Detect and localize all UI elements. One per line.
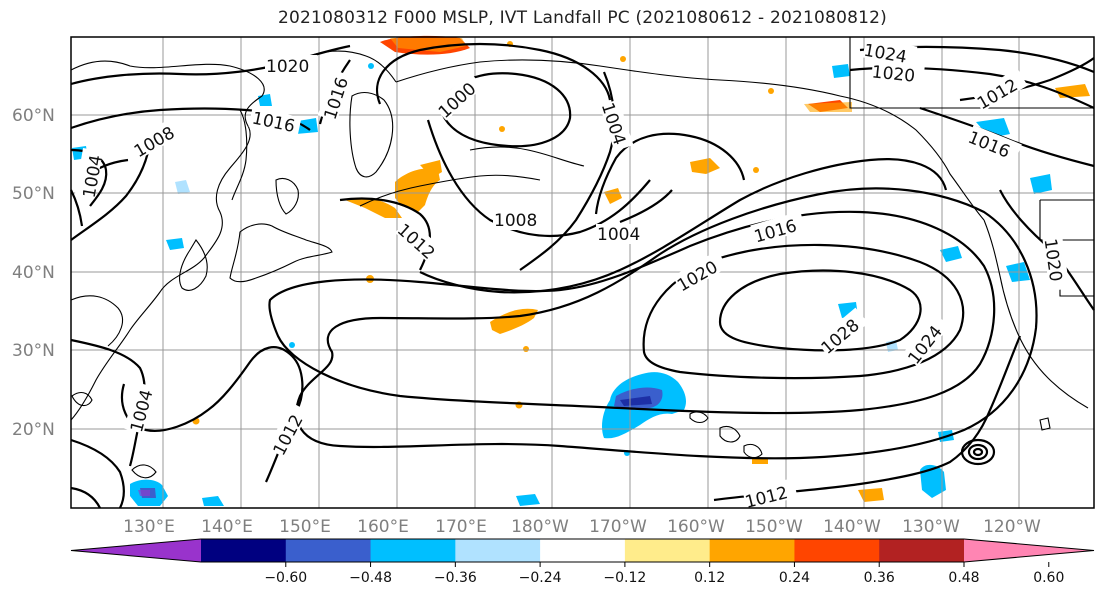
- colorbar-segment: [879, 539, 965, 562]
- longitude-labels: 130°E 140°E 150°E 160°E 170°E 180°W 170°…: [123, 517, 1041, 537]
- lat-label: 40°N: [12, 263, 55, 283]
- lon-label: 120°W: [983, 517, 1041, 537]
- colorbar-segment: [540, 539, 626, 562]
- lon-label: 140°E: [201, 517, 253, 537]
- lon-label: 130°W: [902, 517, 960, 537]
- ivt-shading: [72, 35, 1090, 506]
- contour-label: 1008: [494, 211, 537, 231]
- lon-label: 170°E: [435, 517, 487, 537]
- colorbar-outline: [70, 538, 1095, 563]
- colorbar-segment: [709, 539, 795, 562]
- colorbar-extension-high: [964, 539, 1094, 562]
- colorbar-segment: [624, 539, 711, 562]
- colorbar-segment: [455, 539, 541, 562]
- colorbar-tick-label: 0.24: [779, 570, 810, 586]
- lon-label: 140°W: [823, 517, 881, 537]
- colorbar-segment: [285, 539, 372, 562]
- colorbar-tick-label: −0.24: [519, 570, 562, 586]
- coastlines: [70, 37, 1094, 479]
- colorbar-tick-label: −0.36: [434, 570, 477, 586]
- lon-label: 150°E: [279, 517, 331, 537]
- lon-label: 150°W: [745, 517, 803, 537]
- contour-label: 1020: [266, 57, 309, 77]
- lon-label: 130°E: [123, 517, 175, 537]
- map-frame: [70, 36, 1095, 509]
- colorbar-extension-low: [71, 539, 201, 562]
- contour-label: 1004: [597, 225, 640, 245]
- lat-label: 20°N: [12, 420, 55, 440]
- colorbar-segment: [794, 539, 880, 562]
- colorbar-segment: [370, 539, 456, 562]
- lat-label: 50°N: [12, 184, 55, 204]
- lon-label: 170°W: [589, 517, 647, 537]
- colorbar: −0.60 −0.48 −0.36 −0.24 −0.12 0.12 0.24 0.36 0.4…: [70, 538, 1095, 586]
- colorbar-segment: [201, 539, 287, 562]
- contour-label: 1020: [871, 62, 916, 86]
- colorbar-tick-label: −0.60: [264, 570, 307, 586]
- map-title: 2021080312 F000 MSLP, IVT Landfall PC (2…: [278, 8, 887, 28]
- colorbar-tick-label: −0.48: [349, 570, 392, 586]
- colorbar-tick-label: 0.48: [948, 570, 979, 586]
- latitude-labels: 60°N 50°N 40°N 30°N 20°N: [12, 106, 55, 440]
- lat-label: 30°N: [12, 341, 55, 361]
- colorbar-tick-label: 0.36: [864, 570, 895, 586]
- lon-label: 160°E: [357, 517, 409, 537]
- lon-label: 160°W: [667, 517, 725, 537]
- lon-label: 180°W: [511, 517, 569, 537]
- colorbar-tick-label: 0.12: [694, 570, 725, 586]
- lat-label: 60°N: [12, 106, 55, 126]
- colorbar-tick-label: 0.60: [1033, 570, 1064, 586]
- colorbar-tick-label: −0.12: [603, 570, 646, 586]
